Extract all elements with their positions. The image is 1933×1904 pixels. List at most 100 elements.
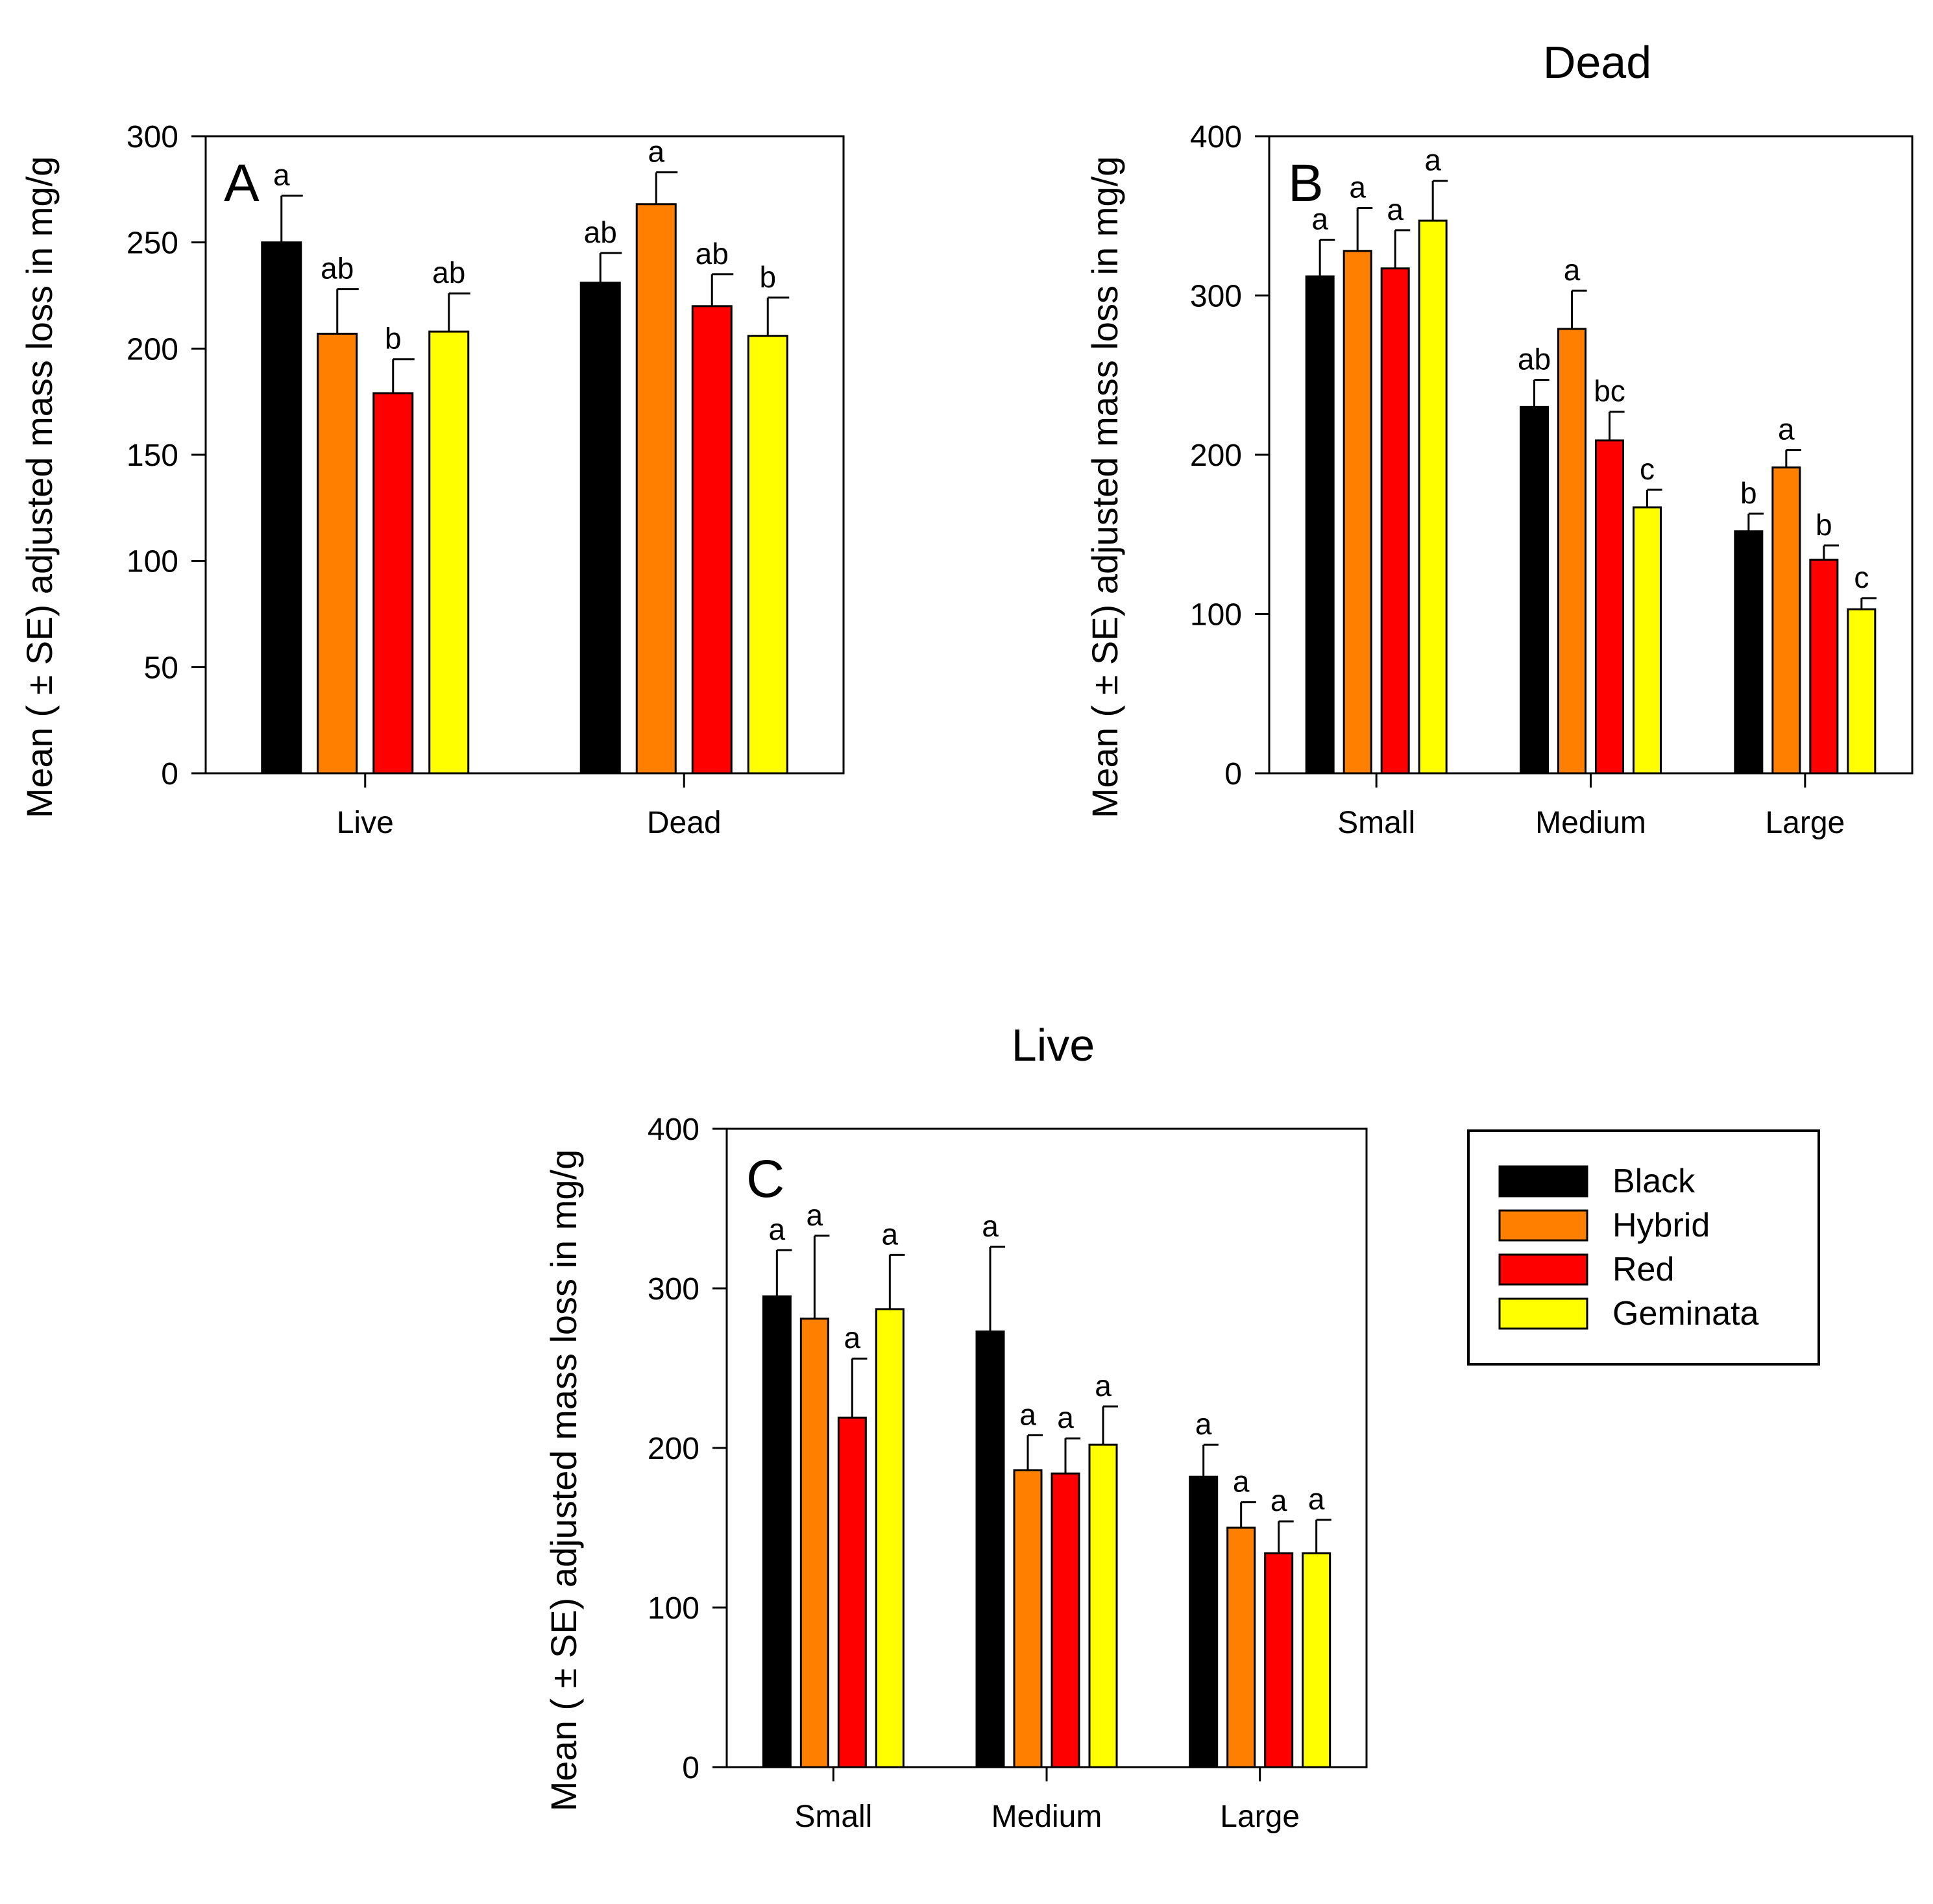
significance-letter: a <box>982 1209 999 1243</box>
y-axis-label: Mean ( ± SE) adjusted mass loss in mg/g <box>1084 156 1125 818</box>
bar-geminata-small <box>875 1308 905 1768</box>
bar-geminata-live <box>428 330 470 775</box>
significance-letter: a <box>1195 1407 1212 1441</box>
legend-swatch-red <box>1498 1253 1588 1286</box>
y-tick-label: 300 <box>127 120 178 154</box>
y-tick-label: 250 <box>127 226 178 261</box>
chart-title: Dead <box>1543 37 1651 88</box>
bar-geminata-dead <box>747 335 788 775</box>
y-axis-label: Mean ( ± SE) adjusted mass loss in mg/g <box>19 156 60 818</box>
significance-letter: ab <box>432 256 465 289</box>
y-tick-label: 200 <box>1190 439 1242 473</box>
bar-hybrid-live <box>317 332 358 775</box>
y-tick-label: 400 <box>648 1113 699 1147</box>
significance-letter: ab <box>1518 343 1551 376</box>
y-tick-label: 50 <box>144 651 178 685</box>
bar-black-live <box>261 241 302 775</box>
y-tick-label: 0 <box>682 1751 699 1785</box>
significance-letter: a <box>844 1321 861 1355</box>
y-tick-label: 0 <box>1224 757 1242 791</box>
y-tick-label: 150 <box>127 439 178 473</box>
bar-geminata-medium <box>1088 1443 1118 1768</box>
significance-letter: b <box>759 260 776 294</box>
significance-letter: ab <box>321 252 354 285</box>
y-tick-label: 200 <box>648 1432 699 1466</box>
significance-letter: ab <box>584 215 617 249</box>
bar-hybrid-large <box>1226 1526 1256 1768</box>
y-tick-label: 100 <box>127 545 178 579</box>
significance-letter: a <box>1270 1484 1287 1517</box>
bar-black-medium <box>1520 405 1549 775</box>
significance-letter: ab <box>696 237 729 271</box>
bar-black-dead <box>579 282 621 775</box>
bar-geminata-large <box>1302 1552 1331 1768</box>
y-tick-label: 300 <box>1190 280 1242 314</box>
bar-black-large <box>1734 530 1764 775</box>
significance-letter: a <box>1564 253 1581 287</box>
panel-b: 0100200300400SmallaaaaMediumababccLargeb… <box>1084 37 1914 840</box>
significance-letter: a <box>1019 1397 1036 1431</box>
significance-letter: a <box>882 1217 899 1251</box>
significance-letter: a <box>1311 202 1328 236</box>
significance-letter: a <box>1387 193 1404 226</box>
significance-letter: a <box>1057 1401 1074 1434</box>
bar-hybrid-medium <box>1557 328 1587 775</box>
significance-letter: a <box>1349 170 1366 204</box>
x-category-label: Small <box>794 1800 872 1834</box>
x-category-label: Large <box>1220 1800 1300 1834</box>
significance-letter: a <box>1308 1482 1325 1516</box>
legend-label-geminata: Geminata <box>1612 1295 1759 1332</box>
panel-label: C <box>746 1150 784 1209</box>
y-tick-label: 400 <box>1190 120 1242 154</box>
legend-swatch-hybrid <box>1498 1209 1588 1242</box>
x-category-label: Large <box>1765 806 1845 840</box>
x-category-label: Live <box>337 806 394 840</box>
bar-hybrid-large <box>1771 466 1801 775</box>
bar-red-medium <box>1051 1472 1080 1768</box>
bar-black-medium <box>975 1330 1005 1768</box>
significance-letter: b <box>385 322 402 355</box>
significance-letter: bc <box>1594 374 1625 408</box>
significance-letter: a <box>648 135 664 169</box>
legend-label-hybrid: Hybrid <box>1612 1207 1710 1244</box>
bar-black-small <box>762 1295 792 1768</box>
significance-letter: a <box>1233 1465 1250 1499</box>
y-tick-label: 0 <box>161 757 178 791</box>
significance-letter: c <box>1854 560 1869 594</box>
x-category-label: Medium <box>991 1800 1102 1834</box>
bar-red-dead <box>691 305 733 775</box>
bar-red-large <box>1264 1552 1294 1768</box>
chart-title: Live <box>1012 1020 1095 1070</box>
significance-letter: a <box>769 1212 786 1246</box>
bar-black-large <box>1189 1475 1219 1768</box>
bar-geminata-large <box>1847 608 1877 775</box>
significance-letter: b <box>1740 476 1757 510</box>
legend-swatch-black <box>1498 1165 1588 1198</box>
significance-letter: a <box>1424 143 1441 177</box>
legend: Black Hybrid Red Geminata <box>1467 1129 1820 1366</box>
x-category-label: Small <box>1337 806 1415 840</box>
bar-red-small <box>837 1416 867 1768</box>
bar-red-large <box>1809 559 1839 775</box>
bar-hybrid-dead <box>635 203 677 775</box>
legend-label-red: Red <box>1612 1251 1674 1288</box>
y-axis-label: Mean ( ± SE) adjusted mass loss in mg/g <box>543 1150 584 1811</box>
bar-hybrid-small <box>799 1318 829 1768</box>
x-category-label: Dead <box>647 806 722 840</box>
significance-letter: a <box>1778 413 1795 446</box>
y-tick-label: 200 <box>127 332 178 367</box>
significance-letter: a <box>273 158 290 192</box>
panel-label: A <box>224 154 260 213</box>
bar-hybrid-medium <box>1013 1469 1043 1768</box>
bar-hybrid-small <box>1343 250 1372 775</box>
bar-geminata-small <box>1418 219 1448 775</box>
bar-red-medium <box>1595 439 1624 775</box>
y-tick-label: 300 <box>648 1272 699 1307</box>
bar-red-live <box>372 392 414 775</box>
legend-label-black: Black <box>1612 1163 1696 1200</box>
significance-letter: a <box>807 1198 823 1232</box>
y-tick-label: 100 <box>1190 598 1242 633</box>
legend-swatch-geminata <box>1498 1297 1588 1330</box>
